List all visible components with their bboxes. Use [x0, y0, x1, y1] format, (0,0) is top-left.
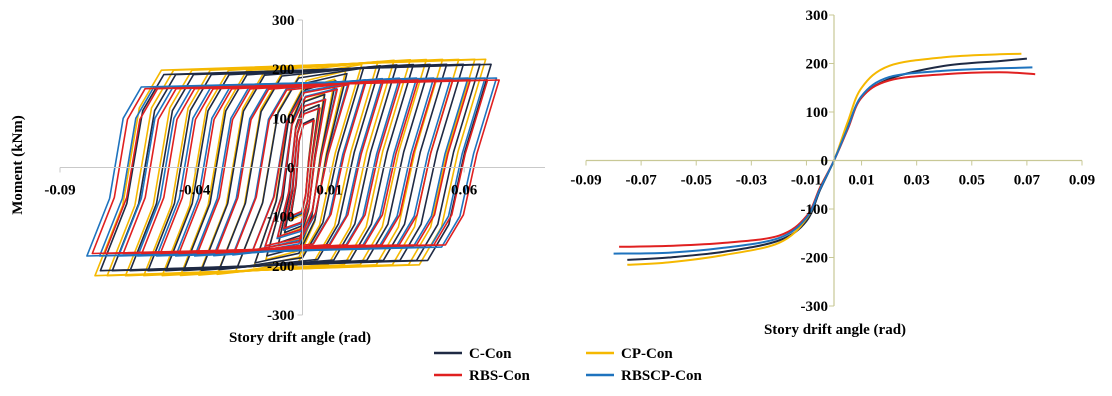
hysteresis-x-tick-label: 0.06: [451, 183, 478, 199]
hysteresis-series-cp-con: [94, 58, 487, 277]
backbone-y-tick-label: 300: [806, 8, 829, 24]
backbone-chart: -0.09 -0.07 -0.05 -0.03 -0.01 0.01 0.03 0.05 0.0…: [570, 8, 1095, 338]
legend: C-Con CP-Con RBS-Con RBSCP-Con: [434, 346, 703, 384]
backbone-x-tick-label: 0.03: [904, 173, 930, 189]
backbone-x-tick-label: 0.05: [959, 173, 985, 189]
legend-label-cp-con: CP-Con: [621, 346, 673, 362]
hysteresis-y-axis-title: Moment (kNm): [10, 115, 26, 215]
hysteresis-loop-cp-con-6: [234, 63, 363, 273]
hysteresis-y-tick-label: 200: [272, 62, 295, 78]
backbone-x-tick-label: -0.01: [791, 173, 822, 189]
legend-label-rbs-con: RBS-Con: [469, 368, 531, 384]
backbone-x-tick-label: 0.01: [848, 173, 874, 189]
backbone-x-tick-label: -0.09: [570, 173, 601, 189]
backbone-axes: [585, 14, 1083, 307]
backbone-x-axis-title: Story drift angle (rad): [764, 322, 906, 338]
backbone-x-tick-label: -0.07: [625, 173, 657, 189]
backbone-tick-labels: -0.09 -0.07 -0.05 -0.03 -0.01 0.01 0.03 0.05 0.0…: [570, 8, 1095, 315]
hysteresis-y-tick-label: -300: [267, 308, 295, 324]
hysteresis-loop-rbs-con-5: [252, 83, 350, 251]
hysteresis-x-tick-label: 0.01: [316, 183, 342, 199]
backbone-y-tick-label: -100: [801, 202, 829, 218]
backbone-y-tick-label: 200: [806, 57, 829, 73]
hysteresis-y-tick-label: 0: [287, 161, 295, 177]
hysteresis-loop-c-con-14: [99, 63, 492, 272]
backbone-x-tick-label: 0.07: [1014, 173, 1041, 189]
hysteresis-loop-cp-con-14: [94, 58, 487, 277]
hysteresis-tick-labels: -0.09 -0.04 0.01 0.06 300 200 100 0 -100 -200 -300: [44, 13, 477, 324]
hysteresis-curves: [86, 58, 500, 277]
hysteresis-chart: -0.09 -0.04 0.01 0.06 300 200 100 0 -100 -200 -300…: [10, 13, 545, 346]
hysteresis-x-axis-title: Story drift angle (rad): [229, 330, 371, 346]
hysteresis-loop-rbs-con-3: [277, 98, 327, 238]
hysteresis-loop-rbs-con-14: [91, 79, 500, 255]
hysteresis-loop-c-con-5: [254, 72, 348, 264]
backbone-x-tick-label: -0.03: [736, 173, 767, 189]
hysteresis-y-tick-label: -200: [267, 259, 295, 275]
backbone-y-tick-label: -200: [801, 251, 829, 267]
backbone-x-tick-label: -0.05: [681, 173, 712, 189]
legend-label-c-con: C-Con: [469, 346, 512, 362]
hysteresis-y-tick-label: -100: [267, 210, 295, 226]
hysteresis-loop-rbs-con-2: [283, 107, 321, 230]
backbone-y-tick-label: 0: [821, 154, 829, 170]
backbone-y-tick-label: 100: [806, 105, 829, 121]
hysteresis-series-rbs-con: [91, 79, 500, 255]
hysteresis-x-tick-label: -0.09: [44, 183, 75, 199]
hysteresis-y-tick-label: 300: [272, 13, 295, 29]
hysteresis-y-tick-label: 100: [272, 111, 295, 127]
backbone-x-tick-label: 0.09: [1069, 173, 1095, 189]
hysteresis-loop-rbs-con-1: [289, 119, 315, 218]
hysteresis-x-tick-label: -0.04: [179, 183, 211, 199]
backbone-y-tick-label: -300: [801, 299, 829, 315]
hysteresis-loop-c-con-6: [236, 67, 365, 269]
hysteresis-axes: [59, 19, 545, 316]
legend-label-rbscp-con: RBSCP-Con: [621, 368, 703, 384]
hysteresis-loop-rbs-con-4: [264, 88, 338, 247]
